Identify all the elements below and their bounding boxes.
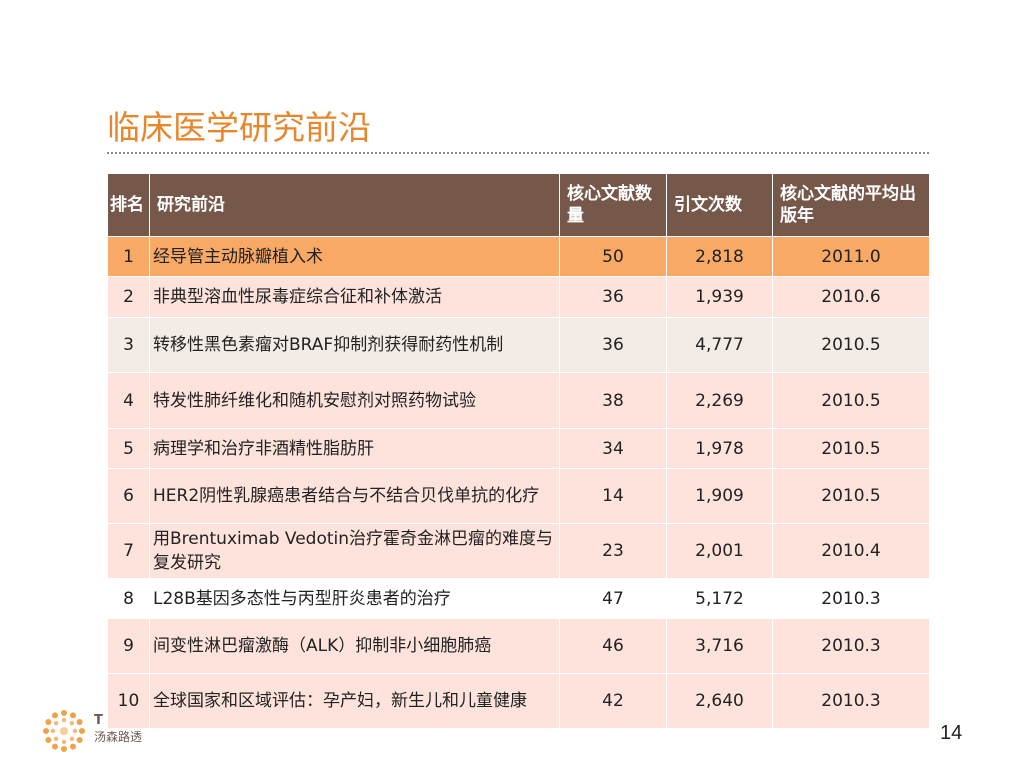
header-avg-year: 核心文献的平均出版年 — [772, 173, 930, 237]
cell-avg-year: 2010.6 — [772, 276, 930, 318]
cell-rank: 9 — [107, 618, 150, 674]
cell-rank: 8 — [107, 578, 150, 619]
cell-core-papers: 42 — [559, 673, 667, 729]
cell-citations: 1,939 — [666, 276, 773, 318]
table-row: 2 非典型溶血性尿毒症综合征和补体激活 36 1,939 2010.6 — [107, 276, 930, 318]
cell-rank: 4 — [107, 372, 150, 429]
cell-rank: 6 — [107, 468, 150, 524]
table-header-row: 排名 研究前沿 核心文献数量 引文次数 核心文献的平均出版年 — [107, 173, 930, 237]
cell-rank: 5 — [107, 428, 150, 469]
cell-citations: 2,818 — [666, 236, 773, 277]
header-rank: 排名 — [107, 173, 150, 237]
cell-citations: 4,777 — [666, 317, 773, 373]
cell-avg-year: 2010.5 — [772, 428, 930, 469]
cell-topic: 用Brentuximab Vedotin治疗霍奇金淋巴瘤的难度与复发研究 — [149, 523, 560, 579]
table-row: 5 病理学和治疗非酒精性脂肪肝 34 1,978 2010.5 — [107, 428, 930, 469]
cell-avg-year: 2011.0 — [772, 236, 930, 277]
cell-rank: 7 — [107, 523, 150, 579]
cell-citations: 1,909 — [666, 468, 773, 524]
cell-topic: 经导管主动脉瓣植入术 — [149, 236, 560, 277]
page-number: 14 — [940, 722, 963, 744]
cell-citations: 2,001 — [666, 523, 773, 579]
cell-core-papers: 38 — [559, 372, 667, 429]
cell-avg-year: 2010.5 — [772, 468, 930, 524]
cell-citations: 3,716 — [666, 618, 773, 674]
header-topic: 研究前沿 — [149, 173, 560, 237]
table-row: 3 转移性黑色素瘤对BRAF抑制剂获得耐药性机制 36 4,777 2010.5 — [107, 317, 930, 373]
cell-core-papers: 50 — [559, 236, 667, 277]
cell-core-papers: 36 — [559, 317, 667, 373]
table-row: 4 特发性肺纤维化和随机安慰剂对照药物试验 38 2,269 2010.5 — [107, 372, 930, 429]
cell-avg-year: 2010.3 — [772, 673, 930, 729]
cell-rank: 10 — [107, 673, 150, 729]
header-core-papers: 核心文献数量 — [559, 173, 667, 237]
cell-core-papers: 36 — [559, 276, 667, 318]
cell-rank: 1 — [107, 236, 150, 277]
logo-wordmark: 汤森路透 — [94, 730, 143, 744]
cell-citations: 2,640 — [666, 673, 773, 729]
cell-avg-year: 2010.3 — [772, 618, 930, 674]
cell-avg-year: 2010.5 — [772, 317, 930, 373]
table-row: 1 经导管主动脉瓣植入术 50 2,818 2011.0 — [107, 236, 930, 277]
cell-topic: 病理学和治疗非酒精性脂肪肝 — [149, 428, 560, 469]
cell-topic: HER2阴性乳腺癌患者结合与不结合贝伐单抗的化疗 — [149, 468, 560, 524]
cell-rank: 3 — [107, 317, 150, 373]
cell-citations: 2,269 — [666, 372, 773, 429]
table-row: 8 L28B基因多态性与丙型肝炎患者的治疗 47 5,172 2010.3 — [107, 578, 930, 619]
cell-topic: 非典型溶血性尿毒症综合征和补体激活 — [149, 276, 560, 318]
cell-topic: 间变性淋巴瘤激酶（ALK）抑制非小细胞肺癌 — [149, 618, 560, 674]
cell-topic: 全球国家和区域评估：孕产妇，新生儿和儿童健康 — [149, 673, 560, 729]
cell-core-papers: 47 — [559, 578, 667, 619]
cell-topic: 特发性肺纤维化和随机安慰剂对照药物试验 — [149, 372, 560, 429]
table-row: 10 全球国家和区域评估：孕产妇，新生儿和儿童健康 42 2,640 2010.… — [107, 673, 930, 729]
cell-avg-year: 2010.5 — [772, 372, 930, 429]
logo-wordmark-initial: T — [94, 713, 103, 728]
research-front-table: 排名 研究前沿 核心文献数量 引文次数 核心文献的平均出版年 1 经导管主动脉瓣… — [107, 173, 930, 729]
header-citations: 引文次数 — [666, 173, 773, 237]
cell-core-papers: 34 — [559, 428, 667, 469]
table-row: 6 HER2阴性乳腺癌患者结合与不结合贝伐单抗的化疗 14 1,909 2010… — [107, 468, 930, 524]
cell-topic: 转移性黑色素瘤对BRAF抑制剂获得耐药性机制 — [149, 317, 560, 373]
cell-topic: L28B基因多态性与丙型肝炎患者的治疗 — [149, 578, 560, 619]
cell-citations: 1,978 — [666, 428, 773, 469]
cell-citations: 5,172 — [666, 578, 773, 619]
cell-avg-year: 2010.4 — [772, 523, 930, 579]
table-row: 7 用Brentuximab Vedotin治疗霍奇金淋巴瘤的难度与复发研究 2… — [107, 523, 930, 579]
table-row: 9 间变性淋巴瘤激酶（ALK）抑制非小细胞肺癌 46 3,716 2010.3 — [107, 618, 930, 674]
thomson-reuters-logo-icon — [43, 710, 85, 752]
title-divider — [107, 152, 929, 154]
cell-core-papers: 23 — [559, 523, 667, 579]
cell-rank: 2 — [107, 276, 150, 318]
cell-avg-year: 2010.3 — [772, 578, 930, 619]
cell-core-papers: 14 — [559, 468, 667, 524]
page-title: 临床医学研究前沿 — [107, 108, 371, 147]
cell-core-papers: 46 — [559, 618, 667, 674]
